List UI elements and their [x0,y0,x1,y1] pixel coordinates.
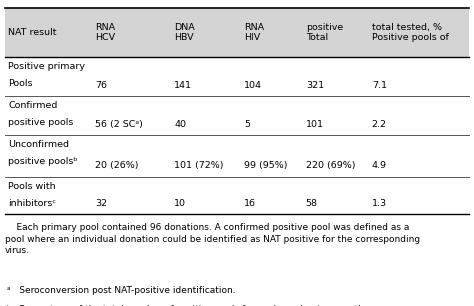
Text: 10: 10 [174,200,186,208]
Text: 58: 58 [306,200,318,208]
Text: 1.3: 1.3 [372,200,387,208]
Text: positive poolsᵇ: positive poolsᵇ [9,157,78,166]
Text: 16: 16 [244,200,256,208]
Text: Positive pools of: Positive pools of [372,33,448,42]
Text: RNA: RNA [95,23,116,32]
Text: HBV: HBV [174,33,194,42]
Text: inhibitorsᶜ: inhibitorsᶜ [9,199,56,208]
Text: total tested, %: total tested, % [372,23,442,32]
Text: RNA: RNA [244,23,264,32]
Text: Total: Total [306,33,328,42]
Text: 101 (72%): 101 (72%) [174,161,224,170]
Text: NAT result: NAT result [9,28,57,37]
Text: 101: 101 [306,120,324,129]
Text: Unconfirmed: Unconfirmed [9,140,70,149]
Text: 56 (2 SCᵃ): 56 (2 SCᵃ) [95,120,143,129]
Text: Pools: Pools [9,79,33,88]
Text: ᵃ   Seroconversion post NAT-positive identification.: ᵃ Seroconversion post NAT-positive ident… [7,286,236,295]
Text: 7.1: 7.1 [372,80,387,90]
Text: positive: positive [306,23,343,32]
Text: 76: 76 [95,80,107,90]
Text: DNA: DNA [174,23,195,32]
Text: Pools with: Pools with [9,182,56,191]
Text: ᵇ   Percentage of the total number of positive pools for each marker in parenthe: ᵇ Percentage of the total number of posi… [7,305,387,306]
Text: Positive primary: Positive primary [9,62,85,71]
Text: positive pools: positive pools [9,118,74,127]
Text: 20 (26%): 20 (26%) [95,161,139,170]
Text: HIV: HIV [244,33,260,42]
Text: Confirmed: Confirmed [9,101,58,110]
Text: 220 (69%): 220 (69%) [306,161,355,170]
Text: 2.2: 2.2 [372,120,387,129]
Text: HCV: HCV [95,33,116,42]
Text: 99 (95%): 99 (95%) [244,161,287,170]
Text: 32: 32 [95,200,108,208]
Text: Each primary pool contained 96 donations. A confirmed positive pool was defined : Each primary pool contained 96 donations… [5,223,420,255]
Text: 4.9: 4.9 [372,161,387,170]
Text: 141: 141 [174,80,192,90]
Bar [5,8,469,57]
Text: 321: 321 [306,80,324,90]
Text: 40: 40 [174,120,186,129]
Text: 5: 5 [244,120,250,129]
Text: 104: 104 [244,80,262,90]
